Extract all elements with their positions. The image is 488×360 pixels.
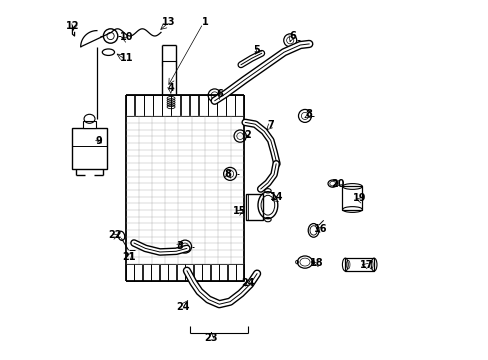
Text: 6: 6 — [216, 89, 223, 99]
Text: 12: 12 — [65, 21, 79, 31]
Text: 2: 2 — [244, 130, 251, 140]
Text: 21: 21 — [122, 252, 135, 262]
Text: 18: 18 — [309, 258, 323, 268]
Bar — [235, 95, 244, 116]
Bar — [245, 194, 263, 220]
Bar — [125, 95, 134, 116]
Bar — [125, 264, 134, 281]
Text: 22: 22 — [108, 230, 122, 240]
Bar — [180, 95, 189, 116]
Text: 24: 24 — [241, 278, 254, 288]
Bar — [217, 95, 225, 116]
Text: 14: 14 — [269, 192, 283, 202]
Bar — [162, 95, 171, 116]
Bar — [159, 264, 167, 281]
Bar — [236, 264, 244, 281]
Text: 24: 24 — [176, 302, 190, 312]
Bar — [171, 95, 180, 116]
Text: 9: 9 — [95, 136, 102, 146]
Text: 8: 8 — [224, 168, 231, 179]
Bar — [345, 258, 373, 271]
Text: 13: 13 — [162, 17, 175, 27]
Bar — [227, 264, 235, 281]
Bar — [82, 121, 96, 128]
Text: 11: 11 — [120, 53, 133, 63]
Bar — [153, 95, 162, 116]
Bar — [168, 264, 176, 281]
Bar — [210, 264, 218, 281]
Text: 23: 23 — [204, 333, 218, 343]
Bar — [226, 95, 235, 116]
Bar — [134, 264, 142, 281]
Text: 20: 20 — [331, 179, 344, 189]
Bar — [151, 264, 159, 281]
Text: 7: 7 — [266, 120, 273, 130]
Text: 15: 15 — [233, 206, 246, 216]
Text: 6: 6 — [289, 31, 296, 41]
Bar — [202, 264, 210, 281]
Bar — [143, 95, 152, 116]
Text: 8: 8 — [305, 109, 312, 120]
Text: 16: 16 — [313, 224, 327, 234]
Text: 1: 1 — [201, 17, 208, 27]
Bar — [176, 264, 184, 281]
Text: 3: 3 — [176, 240, 183, 251]
Bar — [142, 264, 150, 281]
Text: 19: 19 — [352, 193, 366, 203]
Bar — [72, 128, 106, 169]
Bar — [207, 95, 216, 116]
Bar — [193, 264, 201, 281]
Bar — [342, 186, 362, 210]
Bar — [135, 95, 143, 116]
Text: 10: 10 — [120, 32, 133, 42]
Text: 5: 5 — [253, 45, 260, 55]
Bar — [189, 95, 198, 116]
Text: 17: 17 — [360, 260, 373, 270]
Bar — [219, 264, 227, 281]
Text: 4: 4 — [167, 83, 174, 93]
Bar — [199, 95, 207, 116]
Bar — [185, 264, 193, 281]
